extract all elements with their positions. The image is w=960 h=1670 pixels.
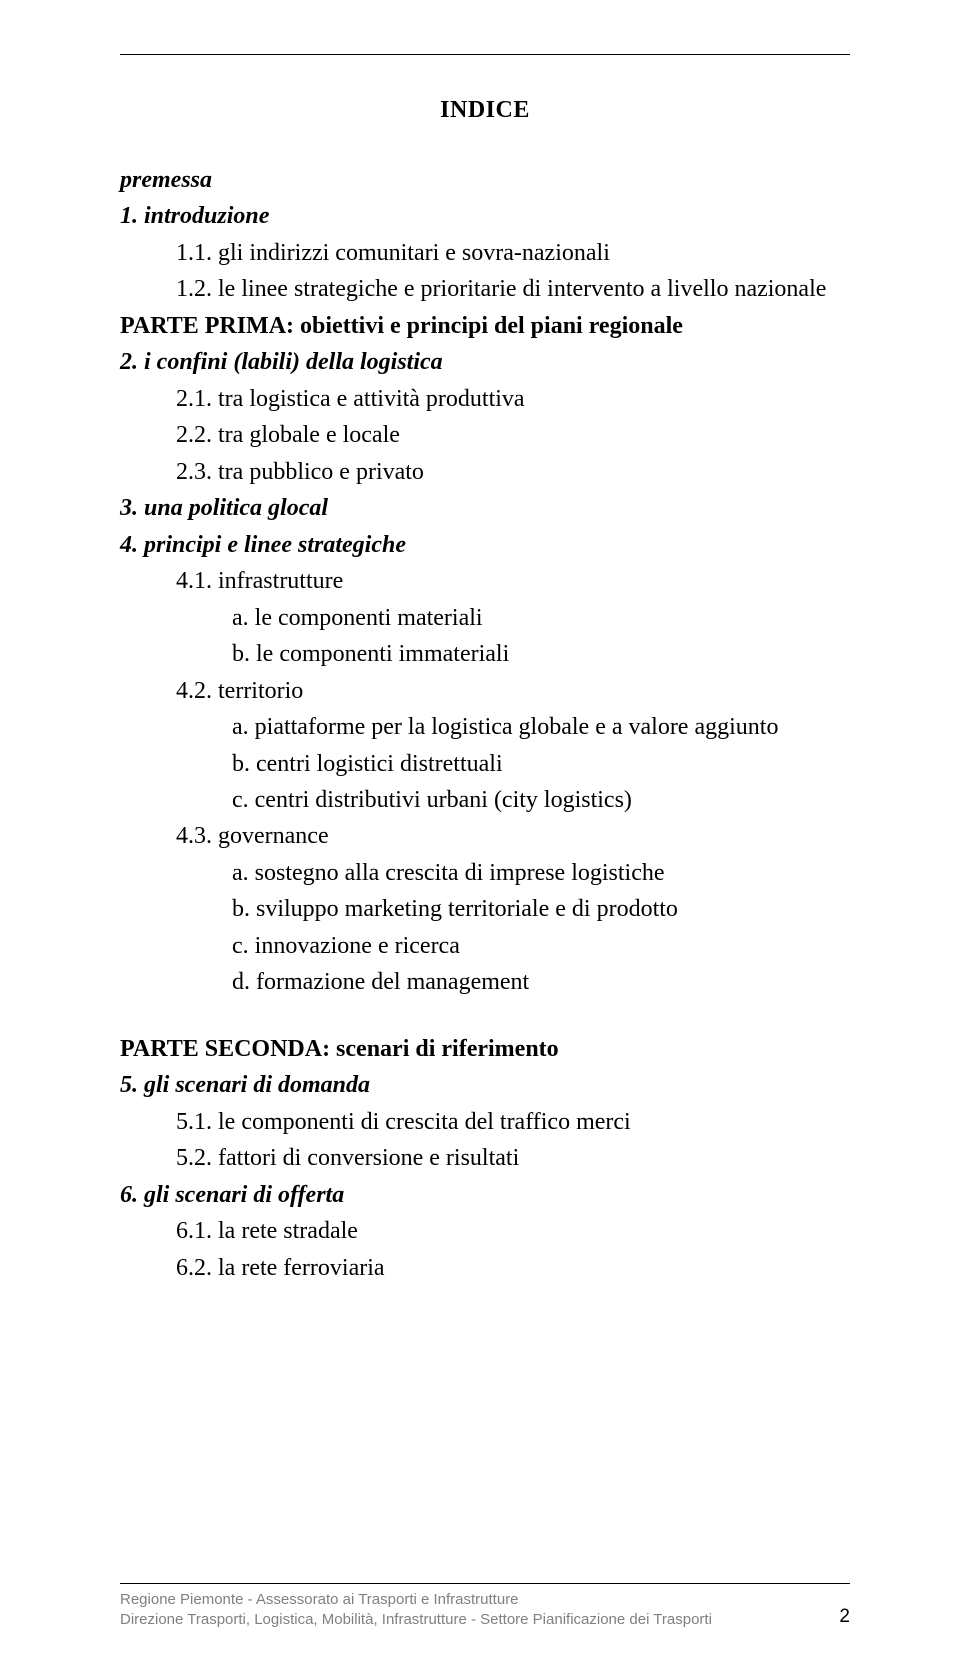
toc-entry: b. le componenti immateriali [120,636,850,672]
footer-text-block: Regione Piemonte - Assessorato ai Traspo… [120,1590,712,1631]
toc-entry: c. innovazione e ricerca [120,928,850,964]
footer-rule [120,1583,850,1584]
section-4-heading: 4. principi e linee strategiche [120,527,850,563]
section-5-heading: 5. gli scenari di domanda [120,1067,850,1103]
toc-title: INDICE [120,97,850,124]
section-6-heading: 6. gli scenari di offerta [120,1177,850,1213]
toc-entry: 1.2. le linee strategiche e prioritarie … [120,271,850,307]
page-footer: Regione Piemonte - Assessorato ai Traspo… [0,1583,960,1631]
toc-entry: 2.1. tra logistica e attività produttiva [120,381,850,417]
footer-line-2: Direzione Trasporti, Logistica, Mobilità… [120,1610,712,1630]
part-2-heading: PARTE SECONDA: scenari di riferimento [120,1031,850,1067]
document-page: INDICE premessa 1. introduzione 1.1. gli… [0,0,960,1670]
section-2-heading: 2. i confini (labili) della logistica [120,344,850,380]
toc-entry: 6.1. la rete stradale [120,1213,850,1249]
toc-subheading: 4.3. governance [120,818,850,854]
part-1-heading: PARTE PRIMA: obiettivi e principi del pi… [120,308,850,344]
toc-entry: 1.1. gli indirizzi comunitari e sovra-na… [120,235,850,271]
toc-entry: c. centri distributivi urbani (city logi… [120,782,850,818]
toc-entry: 6.2. la rete ferroviaria [120,1250,850,1286]
premessa: premessa [120,162,850,198]
toc-entry: a. sostegno alla crescita di imprese log… [120,855,850,891]
toc-entry: a. le componenti materiali [120,600,850,636]
toc-entry: 5.1. le componenti di crescita del traff… [120,1104,850,1140]
toc-entry: 5.2. fattori di conversione e risultati [120,1140,850,1176]
toc-entry: b. sviluppo marketing territoriale e di … [120,891,850,927]
top-rule [120,54,850,55]
section-3-heading: 3. una politica glocal [120,490,850,526]
section-1-heading: 1. introduzione [120,198,850,234]
toc-subheading: 4.2. territorio [120,673,850,709]
footer-line-1: Regione Piemonte - Assessorato ai Traspo… [120,1590,712,1610]
toc-entry: 2.3. tra pubblico e privato [120,454,850,490]
toc-entry: d. formazione del management [120,964,850,1000]
toc-entry: 2.2. tra globale e locale [120,417,850,453]
toc-entry: a. piattaforme per la logistica globale … [120,709,850,745]
page-number: 2 [839,1606,850,1630]
toc-entry: b. centri logistici distrettuali [120,746,850,782]
toc-subheading: 4.1. infrastrutture [120,563,850,599]
